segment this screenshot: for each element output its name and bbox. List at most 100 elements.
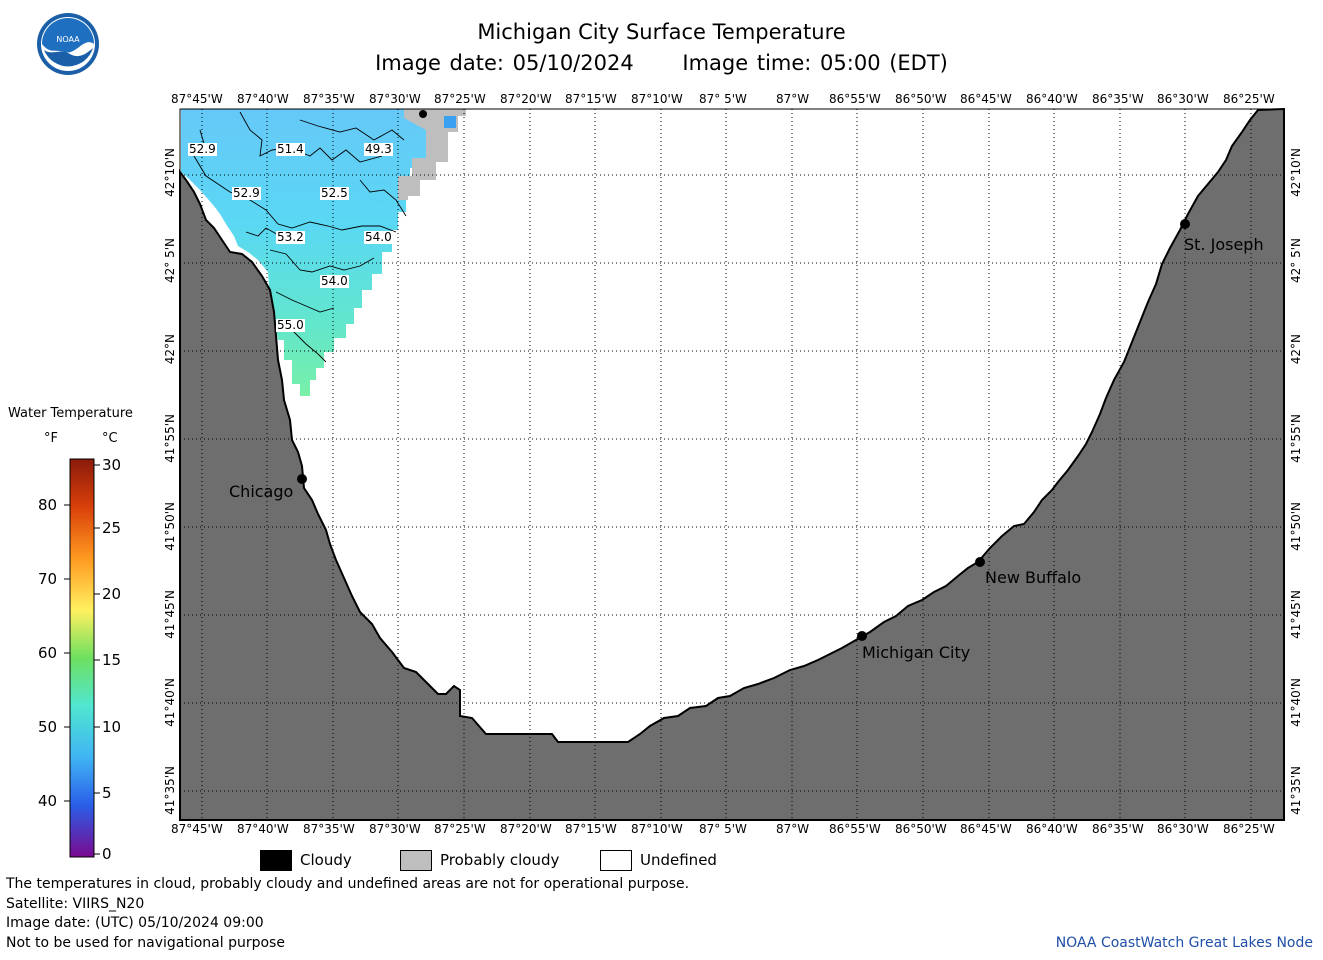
lat-label-right: 41°50'N <box>1289 502 1303 551</box>
isotherm-label: 49.3 <box>364 142 393 156</box>
lon-label-bottom: 87°20'W <box>500 822 552 836</box>
lon-label-top: 87°40'W <box>237 92 289 106</box>
lat-label-right: 41°55'N <box>1289 414 1303 463</box>
lon-label-bottom: 86°50'W <box>895 822 947 836</box>
lon-label-bottom: 86°45'W <box>960 822 1012 836</box>
city-marker-new-buffalo <box>975 557 985 567</box>
isotherm-label: 52.9 <box>232 186 261 200</box>
probably-cloudy-area <box>398 109 466 200</box>
lon-label-bottom: 87° 5'W <box>699 822 747 836</box>
key-cloudy-label: Cloudy <box>300 851 352 869</box>
legend-tick-c: 20 <box>102 585 122 603</box>
footer-satellite: Satellite: VIIRS_N20 <box>6 896 145 912</box>
image-date: Image date: 05/10/2024 <box>375 51 634 75</box>
lon-label-bottom: 87°40'W <box>237 822 289 836</box>
legend-tick-c: 5 <box>102 784 112 802</box>
legend-tick-f: 40 <box>38 792 58 810</box>
lon-label-bottom: 87°10'W <box>631 822 683 836</box>
lon-label-bottom: 87°W <box>776 822 810 836</box>
lat-label-left: 42° 5'N <box>163 238 177 283</box>
lat-label-left: 41°55'N <box>163 414 177 463</box>
key-cloudy: Cloudy <box>260 850 352 871</box>
lon-label-top: 86°30'W <box>1157 92 1209 106</box>
legend-title: Water Temperature <box>8 406 133 421</box>
legend-tick-c: 10 <box>102 718 122 736</box>
lat-label-right: 41°45'N <box>1289 590 1303 639</box>
lat-label-left: 41°40'N <box>163 678 177 727</box>
lon-label-top: 86°40'W <box>1026 92 1078 106</box>
lat-label-right: 42°N <box>1289 334 1303 365</box>
probably-cloudy-swatch <box>400 850 432 871</box>
lon-label-bottom: 87°30'W <box>369 822 421 836</box>
lon-label-top: 87°15'W <box>565 92 617 106</box>
isotherm-label: 54.0 <box>364 230 393 244</box>
svg-text:NOAA: NOAA <box>56 35 80 44</box>
lon-label-bottom: 87°45'W <box>171 822 223 836</box>
lon-label-top: 87° 5'W <box>699 92 747 106</box>
legend-tick-c: 0 <box>102 845 112 863</box>
key-undefined: Undefined <box>600 850 717 871</box>
land-area <box>179 107 1285 821</box>
legend-tick-c: 25 <box>102 519 122 537</box>
map-frame <box>179 108 1285 821</box>
lon-label-top: 86°25'W <box>1223 92 1275 106</box>
legend-unit-f: °F <box>44 431 58 446</box>
footer-nav-warning: Not to be used for navigational purpose <box>6 935 285 951</box>
lon-label-top: 87°W <box>776 92 810 106</box>
lon-label-bottom: 87°35'W <box>303 822 355 836</box>
footer-utc-date: Image date: (UTC) 05/10/2024 09:00 <box>6 915 264 931</box>
lon-label-bottom: 87°15'W <box>565 822 617 836</box>
lat-label-left: 41°50'N <box>163 502 177 551</box>
legend-tick-f: 50 <box>38 718 58 736</box>
water-temperature-area <box>181 109 448 396</box>
image-time: Image time: 05:00 (EDT) <box>682 51 948 75</box>
city-marker-michigan-city <box>857 631 867 641</box>
lon-label-top: 87°45'W <box>171 92 223 106</box>
lat-label-right: 41°40'N <box>1289 678 1303 727</box>
graticule <box>180 109 1284 820</box>
lon-label-bottom: 86°55'W <box>829 822 881 836</box>
isotherm-label: 52.5 <box>320 186 349 200</box>
noaa-logo-icon: NOAA <box>37 13 99 75</box>
city-label-st-joseph: St. Joseph <box>1184 235 1264 254</box>
lat-label-right: 42° 5'N <box>1289 238 1303 283</box>
legend-tick-f: 80 <box>38 496 58 514</box>
page-title: Michigan City Surface Temperature <box>477 20 846 44</box>
lon-label-top: 86°55'W <box>829 92 881 106</box>
lon-label-bottom: 86°25'W <box>1223 822 1275 836</box>
city-label-new-buffalo: New Buffalo <box>985 568 1082 587</box>
key-probably-cloudy: Probably cloudy <box>400 850 559 871</box>
noaa-logo: NOAA <box>36 12 100 76</box>
key-undefined-label: Undefined <box>640 851 717 869</box>
lon-label-bottom: 86°40'W <box>1026 822 1078 836</box>
lat-label-left: 41°45'N <box>163 590 177 639</box>
lon-label-top: 86°35'W <box>1092 92 1144 106</box>
city-marker-north <box>419 110 427 118</box>
isotherm-label: 54.0 <box>320 274 349 288</box>
legend-color-bar <box>69 458 95 858</box>
lat-label-left: 42°N <box>163 334 177 365</box>
lon-label-top: 87°35'W <box>303 92 355 106</box>
lat-label-left: 42°10'N <box>163 148 177 197</box>
city-marker-chicago <box>297 474 307 484</box>
lon-label-bottom: 87°25'W <box>434 822 486 836</box>
lon-label-top: 87°30'W <box>369 92 421 106</box>
isotherm-label: 52.9 <box>188 142 217 156</box>
lon-label-top: 86°45'W <box>960 92 1012 106</box>
undefined-swatch <box>600 850 632 871</box>
legend-ticks <box>64 464 100 855</box>
city-label-michigan-city: Michigan City <box>862 643 971 662</box>
isotherm-label: 53.2 <box>276 230 305 244</box>
footer-disclaimer: The temperatures in cloud, probably clou… <box>6 876 690 892</box>
city-marker-st-joseph <box>1180 219 1190 229</box>
lon-label-top: 86°50'W <box>895 92 947 106</box>
lon-label-top: 87°20'W <box>500 92 552 106</box>
lon-label-bottom: 86°35'W <box>1092 822 1144 836</box>
lon-label-bottom: 86°30'W <box>1157 822 1209 836</box>
legend-tick-f: 60 <box>38 644 58 662</box>
footer-credit: NOAA CoastWatch Great Lakes Node <box>1055 935 1313 951</box>
lat-label-left: 41°35'N <box>163 766 177 815</box>
legend-tick-c: 15 <box>102 651 122 669</box>
lon-label-top: 87°10'W <box>631 92 683 106</box>
